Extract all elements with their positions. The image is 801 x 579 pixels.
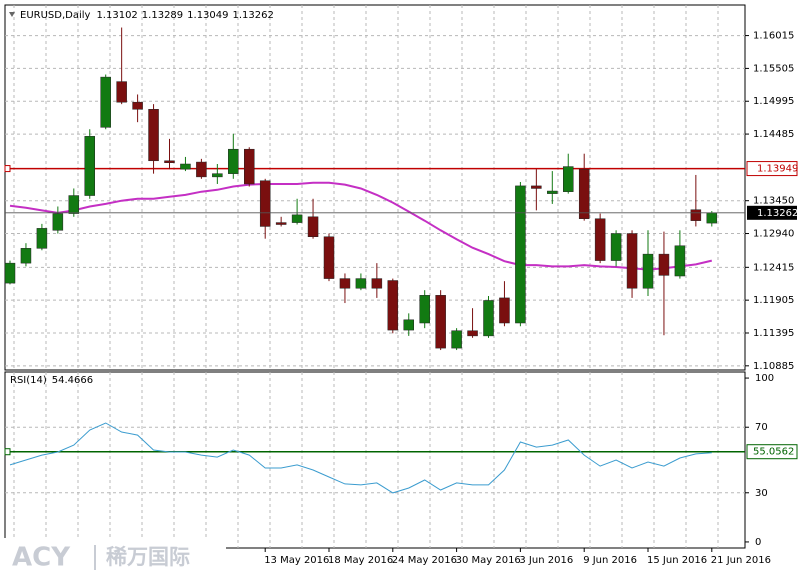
candle-body bbox=[563, 166, 574, 192]
rsi-tick-label: 30 bbox=[755, 488, 768, 499]
symbol-icon bbox=[9, 12, 15, 17]
candle-body bbox=[547, 190, 558, 194]
x-tick-label: 13 May 2016 bbox=[264, 555, 329, 566]
rsi-panel bbox=[4, 371, 746, 549]
rsi-tick-label: 100 bbox=[755, 373, 774, 384]
candle-body bbox=[658, 253, 670, 276]
moving-average bbox=[9, 181, 713, 271]
candle-body bbox=[610, 233, 622, 261]
open: 1.13102 bbox=[96, 10, 137, 21]
candle-body bbox=[212, 173, 223, 178]
candle-body bbox=[674, 245, 686, 277]
level-label: 1.13949 bbox=[757, 164, 798, 175]
candle-body bbox=[594, 218, 606, 261]
candle-body bbox=[626, 233, 638, 289]
candle-body bbox=[323, 236, 335, 279]
candle-body bbox=[291, 214, 303, 223]
candle-body bbox=[387, 280, 399, 331]
x-tick-label: 3 Jun 2016 bbox=[519, 555, 573, 566]
candle-body bbox=[451, 330, 462, 349]
candle-body bbox=[84, 136, 95, 196]
rsi-level-box bbox=[746, 444, 798, 460]
high: 1.13289 bbox=[142, 10, 183, 21]
level-box bbox=[746, 161, 798, 177]
plot-layer: 1.16015 1.15505 1.14995 1.14485 1.13450 1.129… bbox=[4, 5, 798, 566]
candle-body bbox=[20, 248, 32, 264]
candle-body bbox=[403, 319, 414, 331]
rsi-level-marker bbox=[4, 448, 11, 456]
candle-body bbox=[100, 76, 111, 128]
x-tick-label: 9 Jun 2016 bbox=[583, 555, 637, 566]
price-panel bbox=[4, 4, 746, 371]
y-tick-label: 1.12415 bbox=[753, 262, 794, 273]
rsi-level-label: 55.0562 bbox=[753, 447, 794, 458]
rsi-tick-label: 0 bbox=[755, 537, 761, 548]
candle-body bbox=[435, 295, 446, 349]
candle-body bbox=[244, 148, 255, 185]
candle-body bbox=[467, 330, 478, 337]
candle-body bbox=[148, 109, 159, 162]
x-tick-label: 18 May 2016 bbox=[328, 555, 393, 566]
candle-body bbox=[578, 168, 590, 219]
rsi-header: RSI(14) 54.4666 bbox=[10, 375, 93, 386]
candle-body bbox=[339, 278, 351, 289]
candle-body bbox=[132, 101, 143, 110]
y-tick-label: 1.11395 bbox=[753, 328, 794, 339]
y-tick-label: 1.11905 bbox=[753, 295, 794, 306]
candle-body bbox=[531, 185, 542, 189]
candle-body bbox=[419, 295, 430, 324]
price-box bbox=[747, 205, 797, 220]
x-tick-label: 15 Jun 2016 bbox=[647, 555, 707, 566]
rsi-line bbox=[9, 422, 712, 494]
rsi-tick-label: 70 bbox=[755, 422, 768, 433]
candle-body bbox=[690, 209, 702, 221]
candle-body bbox=[259, 180, 271, 227]
y-tick-label: 1.15505 bbox=[753, 63, 794, 74]
y-tick-label: 1.10885 bbox=[753, 361, 794, 372]
x-tick-label: 30 May 2016 bbox=[456, 555, 521, 566]
close: 1.13262 bbox=[233, 10, 274, 21]
candle-body bbox=[4, 262, 16, 284]
candle-body bbox=[499, 297, 510, 324]
candle-body bbox=[68, 195, 80, 214]
candle-body bbox=[180, 163, 191, 170]
watermark-name: 稀万国际 bbox=[106, 545, 190, 569]
y-tick-label: 1.13450 bbox=[753, 196, 794, 207]
candle-body bbox=[52, 213, 64, 231]
candle-body bbox=[36, 228, 48, 249]
candle-body bbox=[164, 160, 175, 163]
y-tick-label: 1.12940 bbox=[753, 229, 794, 240]
candle-body bbox=[116, 81, 127, 103]
price-label: 1.13262 bbox=[757, 208, 798, 219]
chart-header: EURUSD,Daily 1.13102 1.13289 1.13049 1.13262 bbox=[20, 10, 274, 21]
candle-body bbox=[196, 161, 207, 178]
candle-body bbox=[228, 148, 239, 174]
watermark-box bbox=[0, 538, 226, 579]
candle-body bbox=[275, 222, 287, 225]
candle-body bbox=[642, 253, 654, 289]
candle-body bbox=[706, 212, 718, 224]
y-tick-label: 1.16015 bbox=[753, 31, 794, 42]
x-tick-label: 21 Jun 2016 bbox=[711, 555, 771, 566]
y-tick-label: 1.14995 bbox=[753, 96, 794, 107]
watermark-brand: ACY bbox=[12, 543, 71, 573]
candle-body bbox=[483, 300, 494, 337]
low: 1.13049 bbox=[187, 10, 228, 21]
y-tick-label: 1.14485 bbox=[753, 129, 794, 140]
candle-body bbox=[307, 216, 319, 237]
candle-body bbox=[371, 278, 383, 289]
level-marker bbox=[4, 165, 11, 173]
symbol: EURUSD,Daily bbox=[20, 10, 91, 21]
x-tick-label: 24 May 2016 bbox=[392, 555, 457, 566]
candle-body bbox=[355, 278, 367, 289]
rsi-last: 54.4666 bbox=[52, 375, 93, 386]
rsi-name: RSI(14) bbox=[10, 375, 47, 386]
candle-body bbox=[515, 185, 526, 324]
